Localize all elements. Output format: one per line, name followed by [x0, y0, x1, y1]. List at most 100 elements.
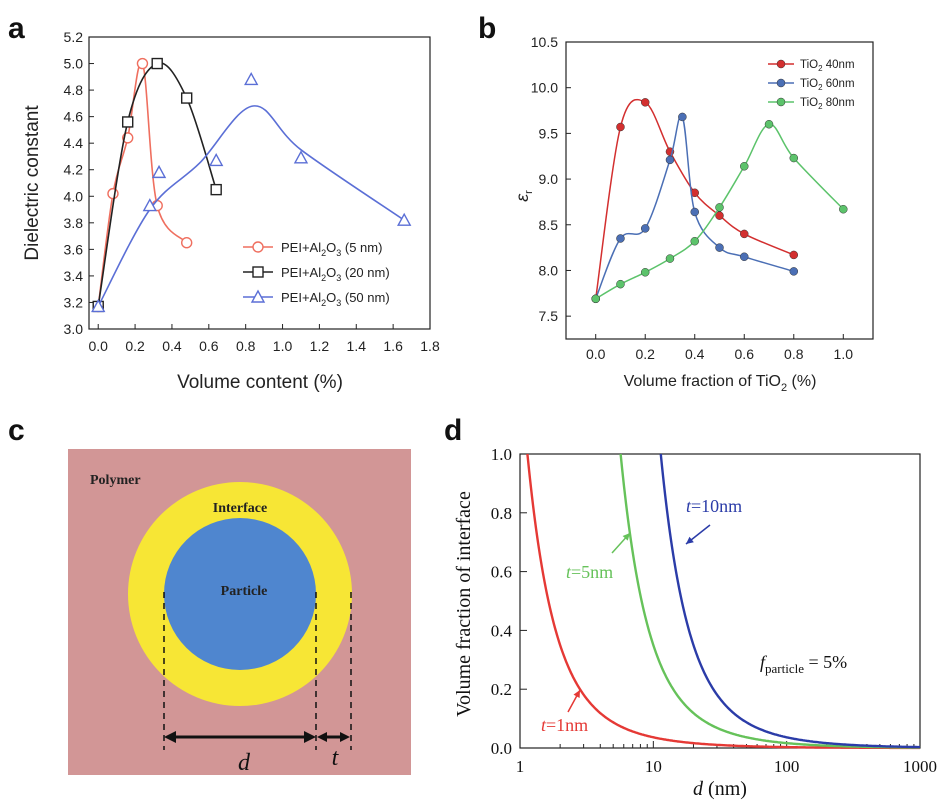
legend-a-marker [250, 289, 266, 303]
d-arrowhead-right [304, 731, 316, 743]
chart-a-xtick-label: 0.0 [88, 338, 108, 354]
chart-b-series-line [595, 123, 844, 300]
chart-a-ytick-label: 3.4 [64, 268, 84, 284]
chart-b-ytick-label: 8.5 [539, 217, 559, 233]
chart-d-xtick-label: 1 [516, 757, 525, 776]
chart-b-ylabel: εr [512, 190, 535, 202]
legend-a-label: PEI+Al2O3 (5 nm) [281, 240, 382, 258]
chart-b-xtick-label: 0.2 [635, 346, 655, 362]
chart-a-ytick-label: 5.0 [64, 56, 84, 72]
chart-a-frame [88, 36, 431, 330]
chart-b-point [839, 204, 848, 214]
chart-a-xtick-label: 0.8 [236, 338, 256, 354]
chart-b-ylabel-sub: r [523, 190, 535, 194]
chart-b-series-0 [591, 98, 799, 304]
chart-d-ytick-label: 1.0 [491, 445, 512, 464]
chart-a-series-2 [91, 72, 412, 313]
chart-d-ylabel: Volume fraction of interface [453, 491, 475, 717]
chart-d-series-label: t=10nm [686, 496, 742, 516]
chart-a-ytick-label: 4.6 [64, 109, 84, 125]
legend-b-label: TiO2 80nm [800, 97, 855, 111]
chart-b-xtick-label: 0.0 [586, 346, 606, 362]
chart-d-arrowhead [686, 536, 694, 544]
chart-b-point [715, 243, 724, 252]
chart-a-point [151, 57, 163, 70]
particle-label: Particle [221, 584, 268, 599]
chart-b-legend: TiO2 40nm TiO2 60nm TiO2 80nm [768, 59, 855, 111]
legend-b-marker [776, 78, 786, 88]
legend-a-label: PEI+Al2O3 (20 nm) [281, 265, 390, 283]
chart-a-xtick-label: 1.2 [310, 338, 330, 354]
chart-d-ytick-label: 0.6 [491, 563, 512, 582]
chart-a-point [180, 92, 193, 104]
chart-b-point [789, 153, 799, 163]
chart-b-xlabel-main: Volume fraction of TiO [624, 373, 781, 390]
chart-b-ytick-label: 7.5 [539, 308, 559, 324]
chart-a-ytick-label: 4.4 [64, 135, 84, 151]
chart-d-xtick-label: 100 [774, 757, 800, 776]
fparticle-main: f [760, 652, 768, 672]
chart-b-point [789, 267, 799, 276]
chart-a-point [293, 150, 309, 164]
chart-b-series-1 [591, 112, 799, 304]
chart-b-ytick-label: 10.0 [531, 80, 558, 96]
chart-a-point [136, 57, 149, 70]
chart-b-ylabel-main: ε [512, 193, 532, 202]
chart-b-point [740, 229, 749, 239]
chart-b-xtick-label: 0.4 [685, 346, 705, 362]
chart-a-xtick-label: 1.0 [273, 338, 293, 354]
chart-b-point [740, 162, 749, 171]
chart-b-ytick-label: 10.5 [531, 34, 558, 50]
chart-d-ytick-label: 0.2 [491, 680, 512, 699]
chart-a-point [209, 152, 224, 167]
chart-b-xtick-label: 0.6 [735, 346, 755, 362]
interface-label: Interface [213, 501, 267, 516]
chart-a-xtick-label: 0.4 [162, 338, 182, 354]
chart-b-ytick-label: 8.0 [539, 262, 559, 278]
chart-b-point [690, 207, 699, 217]
chart-a-series-1 [92, 57, 222, 313]
legend-b-label: TiO2 60nm [800, 78, 855, 92]
chart-a-point [180, 237, 193, 249]
chart-b-point [715, 203, 724, 212]
chart-a-ytick-label: 5.2 [64, 29, 84, 45]
chart-b-xtick-label: 0.8 [784, 346, 804, 362]
legend-a-label: PEI+Al2O3 (50 nm) [281, 290, 390, 308]
chart-d-xtick-label: 1000 [903, 757, 937, 776]
chart-a-ytick-label: 3.0 [64, 321, 84, 337]
chart-a-xtick-label: 1.6 [383, 338, 403, 354]
chart-d-arrowhead [573, 690, 580, 698]
chart-b: 0.0 0.2 0.4 0.6 0.8 1.0 7.5 8.0 8.5 9.0 9.5 10.0 10.… [512, 34, 874, 394]
chart-b-point [690, 236, 699, 246]
chart-b-series-line [595, 114, 795, 300]
chart-d-xlabel: d (nm) [693, 778, 747, 800]
chart-a-ytick-label: 3.8 [64, 215, 84, 231]
chart-b-point [591, 294, 600, 304]
t-arrowhead-left [317, 732, 327, 742]
chart-a-point [151, 164, 167, 179]
chart-a-xtick-label: 0.2 [125, 338, 145, 354]
chart-a-ytick-label: 3.2 [64, 294, 84, 310]
chart-a-ytick-label: 4.8 [64, 82, 84, 98]
chart-b-point [640, 268, 650, 277]
chart-a-point [210, 183, 222, 196]
schematic-c: Polymer Interface Particle d t [68, 449, 411, 776]
chart-d-series-label: t=5nm [566, 562, 613, 582]
legend-a-marker [252, 266, 264, 278]
chart-a-point [122, 116, 134, 128]
t-label: t [332, 745, 340, 771]
chart-a-ytick-label: 3.6 [64, 241, 84, 257]
chart-b-point [740, 252, 749, 262]
chart-d-xtick-label: 10 [645, 757, 662, 776]
legend-a-marker [252, 241, 264, 253]
chart-b-xlabel: Volume fraction of TiO2 (%) [624, 373, 817, 394]
chart-a-legend: PEI+Al2O3 (5 nm) PEI+Al2O3 (20 nm) PEI+Al2… [243, 240, 390, 308]
chart-b-series-line [594, 98, 795, 299]
t-arrowhead-right [340, 732, 350, 742]
chart-b-point [640, 224, 650, 233]
panel-label-b: b [478, 12, 496, 45]
chart-b-point [616, 122, 625, 132]
chart-a-xtick-label: 0.6 [199, 338, 219, 354]
particle-core [164, 518, 316, 670]
